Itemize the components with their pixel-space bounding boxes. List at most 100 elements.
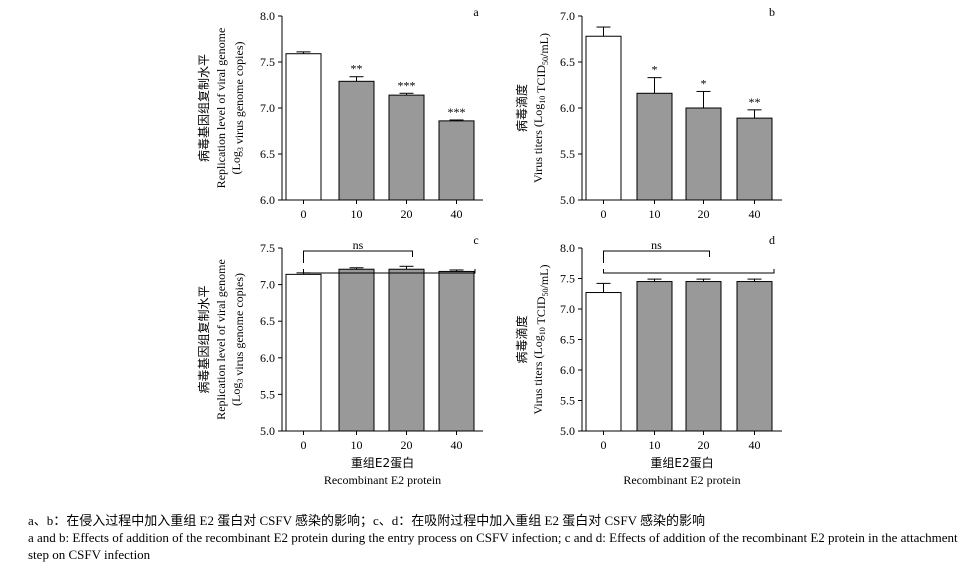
bar-20 xyxy=(388,268,425,432)
x-tick-label: 40 xyxy=(451,438,463,452)
bar-40 xyxy=(736,281,773,432)
y-axis-label-unit: (Log3 virus genome copies) xyxy=(229,273,246,406)
y-axis-label-unit-part: Virus titers (Log xyxy=(531,335,545,414)
y-tick-label: 6.0 xyxy=(260,351,275,365)
y-axis-label-cn: 病毒滴度 xyxy=(514,84,529,132)
x-tick-label: 10 xyxy=(351,438,363,452)
ns-bracket-upper xyxy=(303,250,413,263)
y-axis-label-unit: Virus titers (Log10 TCID50/mL) xyxy=(531,264,551,414)
y-axis-label-unit-part: virus genome copies) xyxy=(232,42,246,148)
significance-marker: * xyxy=(701,76,707,90)
y-axis-label-en: Replication level of viral genome xyxy=(214,28,228,189)
y-tick-label: 6.5 xyxy=(560,333,575,347)
x-tick-label: 40 xyxy=(749,438,761,452)
y-axis-label-unit-part: virus genome copies) xyxy=(232,273,246,379)
y-tick-label: 7.0 xyxy=(260,101,275,115)
y-axis-label-unit-part: 50 xyxy=(541,57,550,65)
ns-label: ns xyxy=(353,238,364,252)
y-axis-label-unit-part: /mL) xyxy=(537,33,551,57)
chart-panel-d: 5.0 5.5 6.0 6.5 7.0 7.5 8.0 0 10 20 40 ns d 病毒滴度 Virus… xyxy=(514,233,782,487)
x-tick-label: 20 xyxy=(401,438,413,452)
y-tick-label: 6.0 xyxy=(260,193,275,207)
x-axis-label-en: Recombinant E2 protein xyxy=(324,473,441,487)
bar-20 xyxy=(685,281,722,432)
panel-label: c xyxy=(473,233,478,247)
bar-0 xyxy=(285,53,322,201)
x-tick-label: 40 xyxy=(749,207,761,221)
x-axis-label-cn: 重组E2蛋白 xyxy=(650,455,713,470)
chart-panel-c: 5.0 5.5 6.0 6.5 7.0 7.5 0 10 20 40 ns c 病毒基因组复制水平 Rep… xyxy=(196,233,483,487)
x-tick-label: 20 xyxy=(698,207,710,221)
y-axis-label-unit-part: /mL) xyxy=(537,264,551,288)
bar-20 xyxy=(388,94,425,201)
y-tick-label: 5.5 xyxy=(560,147,575,161)
y-tick-label: 7.0 xyxy=(560,9,575,23)
y-axis-label-cn: 病毒基因组复制水平 xyxy=(196,54,211,162)
bar-40 xyxy=(438,270,475,432)
y-tick-label: 5.0 xyxy=(560,193,575,207)
y-axis-label-en: Replication level of viral genome xyxy=(214,259,228,420)
y-axis-label-unit-part: 50 xyxy=(541,288,550,296)
y-tick-label: 7.5 xyxy=(260,55,275,69)
y-axis-label-unit-part: Virus titers (Log xyxy=(531,104,545,183)
y-axis-label-unit-part: 3 xyxy=(236,147,245,151)
x-tick-label: 40 xyxy=(451,207,463,221)
y-axis-label-unit-part: TCID xyxy=(534,296,548,327)
y-tick-label: 8.0 xyxy=(260,9,275,23)
y-axis-label-unit: (Log3 virus genome copies) xyxy=(229,42,246,175)
y-axis-label-unit: Virus titers (Log10 TCID50/mL) xyxy=(531,33,551,183)
bar-10 xyxy=(338,80,375,201)
y-tick-label: 6.5 xyxy=(560,55,575,69)
significance-marker: * xyxy=(652,63,658,77)
y-tick-label: 6.5 xyxy=(260,147,275,161)
bar-20 xyxy=(685,107,722,201)
caption-english: a and b: Effects of addition of the reco… xyxy=(28,530,958,562)
ns-bracket-lower xyxy=(603,269,775,274)
y-axis-label-unit-part: TCID xyxy=(534,65,548,96)
y-axis-label-unit-part: 10 xyxy=(538,327,547,335)
x-tick-label: 0 xyxy=(301,438,307,452)
x-tick-label: 10 xyxy=(649,438,661,452)
significance-marker: *** xyxy=(398,78,416,92)
caption-chinese: a、b：在侵入过程中加入重组 E2 蛋白对 CSFV 感染的影响；c、d：在吸附… xyxy=(28,513,705,528)
y-tick-label: 7.5 xyxy=(260,241,275,255)
y-tick-label: 8.0 xyxy=(560,241,575,255)
ns-bracket-upper xyxy=(603,250,710,263)
bar-40 xyxy=(438,120,475,201)
chart-panel-b: 5.0 5.5 6.0 6.5 7.0 0 10 * 20 * 40 ** b 病毒滴度 Virus tit… xyxy=(514,5,782,221)
bar-0 xyxy=(585,35,622,201)
y-tick-label: 5.5 xyxy=(560,394,575,408)
bar-0 xyxy=(585,292,622,432)
y-axis-label-unit-part: 10 xyxy=(538,96,547,104)
x-tick-label: 20 xyxy=(401,207,413,221)
y-tick-label: 6.0 xyxy=(560,101,575,115)
panel-label: b xyxy=(769,5,775,19)
y-tick-label: 5.0 xyxy=(560,424,575,438)
bar-10 xyxy=(636,281,673,432)
figure-caption: a、b：在侵入过程中加入重组 E2 蛋白对 CSFV 感染的影响；c、d：在吸附… xyxy=(28,512,958,563)
bar-10 xyxy=(338,268,375,432)
y-tick-label: 7.0 xyxy=(260,278,275,292)
x-axis-label-cn: 重组E2蛋白 xyxy=(351,455,414,470)
y-tick-label: 5.0 xyxy=(260,424,275,438)
x-tick-label: 0 xyxy=(601,438,607,452)
significance-marker: ** xyxy=(351,62,363,76)
panel-label: a xyxy=(473,5,479,19)
y-tick-label: 7.5 xyxy=(560,272,575,286)
significance-marker: ** xyxy=(749,95,761,109)
y-axis-label-unit-part: (Log xyxy=(229,151,243,174)
x-tick-label: 10 xyxy=(351,207,363,221)
y-tick-label: 7.0 xyxy=(560,302,575,316)
ns-label: ns xyxy=(651,238,662,252)
x-tick-label: 0 xyxy=(301,207,307,221)
bar-0 xyxy=(285,273,322,432)
x-axis-label-en: Recombinant E2 protein xyxy=(623,473,740,487)
ns-bracket-lower xyxy=(303,269,476,274)
y-tick-label: 5.5 xyxy=(260,387,275,401)
x-tick-label: 10 xyxy=(649,207,661,221)
panel-label: d xyxy=(769,233,775,247)
y-axis-label-unit-part: 3 xyxy=(236,379,245,383)
y-tick-label: 6.5 xyxy=(260,314,275,328)
significance-marker: *** xyxy=(448,105,466,119)
y-axis-label-cn: 病毒基因组复制水平 xyxy=(196,285,211,393)
